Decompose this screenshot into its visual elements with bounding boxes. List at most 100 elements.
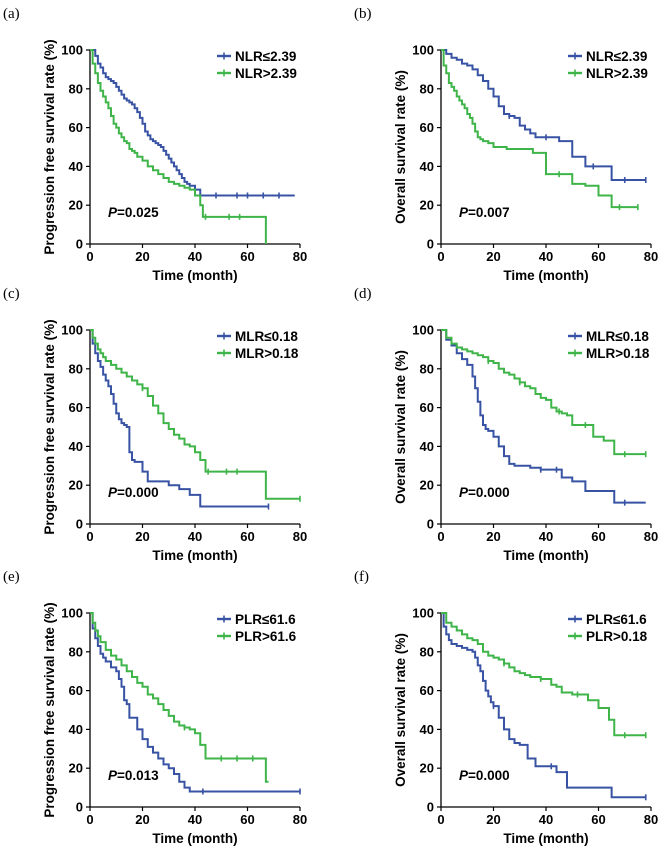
panel-c-x-tick-label: 80: [293, 529, 307, 544]
panel-c-x-tick-label: 20: [135, 529, 149, 544]
panel-b-legend-label-2: NLR>2.39: [586, 66, 648, 81]
panel-e-y-tick-label: 40: [69, 722, 83, 737]
panel-b-label: (b): [354, 6, 372, 22]
panel-e-p-value: P=0.013: [108, 768, 159, 783]
panel-f-legend-label-2: PLR>0.18: [586, 629, 648, 644]
panel-c: (c) 0 20 40 60 80 100 0 20 40 60 80 Time (month) Prog…: [3, 286, 307, 563]
panel-c-label: (c): [3, 286, 20, 302]
panel-d-y-tick-label: 60: [420, 400, 434, 415]
panel-f-y-tick-label: 0: [427, 800, 434, 815]
panel-e-series-1-curve: [90, 612, 300, 793]
panel-b-y-axis-title: Overall survival rate (%): [393, 70, 408, 224]
panel-a-series-1-curve: [90, 49, 295, 197]
panel-c-legend-label-2: MLR>0.18: [235, 346, 299, 361]
panel-c-legend-label-1: MLR≤0.18: [235, 329, 298, 344]
panel-d: (d) 0 20 40 60 80 100 0 20 40 60 80 Time (month) Over…: [354, 286, 658, 563]
panel-e-x-tick-label: 60: [240, 812, 254, 827]
panel-b-y-tick-label: 40: [420, 159, 434, 174]
panel-c-series-2-curve: [90, 329, 300, 500]
panel-e-x-tick-label: 80: [293, 812, 307, 827]
panel-e-label: (e): [3, 569, 20, 585]
panel-e-series-2-curve: [90, 612, 269, 783]
panel-f-y-tick-label: 60: [420, 683, 434, 698]
panel-e-legend-label-1: PLR≤61.6: [235, 612, 296, 627]
panel-c-y-tick-label: 40: [69, 439, 83, 454]
panel-f-legend-label-1: PLR≤61.6: [586, 612, 647, 627]
panel-a-y-axis-title: Progression free survival rate (%): [42, 39, 57, 254]
panel-e-y-axis-title: Progression free survival rate (%): [42, 602, 57, 817]
panel-a-x-tick-label: 20: [135, 249, 149, 264]
panel-d-y-tick-label: 80: [420, 361, 434, 376]
panel-d-legend-label-1: MLR≤0.18: [586, 329, 649, 344]
panel-e-y-tick-label: 60: [69, 683, 83, 698]
panel-f-y-tick-label: 100: [412, 606, 434, 621]
panel-b-y-tick-label: 0: [427, 237, 434, 252]
panel-c-x-axis-title: Time (month): [152, 548, 237, 563]
panel-f-series-1-curve: [441, 612, 646, 799]
panel-b-x-tick-label: 20: [486, 249, 500, 264]
panel-d-y-tick-label: 0: [427, 517, 434, 532]
panel-d-legend-label-2: MLR>0.18: [586, 346, 650, 361]
panel-d-p-value: P=0.000: [459, 485, 510, 500]
panel-b-y-tick-label: 100: [412, 43, 434, 58]
panel-b-y-tick-label: 60: [420, 120, 434, 135]
panel-a-y-tick-label: 100: [61, 43, 83, 58]
panel-b-y-tick-label: 20: [420, 198, 434, 213]
panel-e: (e) 0 20 40 60 80 100 0 20 40 60 80 Time (month) Prog…: [3, 569, 307, 846]
panel-c-x-tick-label: 40: [188, 529, 202, 544]
panel-d-y-axis-title: Overall survival rate (%): [393, 350, 408, 504]
panel-c-y-tick-label: 100: [61, 323, 83, 338]
panel-e-x-tick-label: 40: [188, 812, 202, 827]
panel-f-y-tick-label: 80: [420, 644, 434, 659]
panel-f: (f) 0 20 40 60 80 100 0 20 40 60 80 Time (month) Over…: [354, 569, 658, 846]
panel-d-y-tick-label: 40: [420, 439, 434, 454]
panel-d-x-tick-label: 60: [591, 529, 605, 544]
panel-a-legend-label-2: NLR>2.39: [235, 66, 297, 81]
panel-d-y-tick-label: 20: [420, 478, 434, 493]
panel-e-y-tick-label: 80: [69, 644, 83, 659]
panel-f-x-tick-label: 40: [539, 812, 553, 827]
panel-d-y-tick-label: 100: [412, 323, 434, 338]
panel-b-p-value: P=0.007: [459, 205, 510, 220]
panel-d-x-tick-label: 0: [437, 529, 444, 544]
panel-e-x-tick-label: 0: [86, 812, 93, 827]
panel-f-series-2-curve: [441, 612, 646, 737]
panel-a-legend-label-1: NLR≤2.39: [235, 49, 296, 64]
panel-c-x-tick-label: 60: [240, 529, 254, 544]
panel-e-legend-label-2: PLR>61.6: [235, 629, 297, 644]
panel-e-y-tick-label: 100: [61, 606, 83, 621]
panel-f-x-tick-label: 0: [437, 812, 444, 827]
panel-a-x-tick-label: 60: [240, 249, 254, 264]
panel-c-y-axis-title: Progression free survival rate (%): [42, 319, 57, 534]
panel-e-x-tick-label: 20: [135, 812, 149, 827]
panel-d-x-tick-label: 80: [644, 529, 658, 544]
panel-e-y-tick-label: 0: [76, 800, 83, 815]
panel-f-x-tick-label: 60: [591, 812, 605, 827]
panel-a-y-tick-label: 20: [69, 198, 83, 213]
panel-a-series-2-curve: [90, 49, 267, 244]
panel-a-y-tick-label: 40: [69, 159, 83, 174]
panel-b-x-tick-label: 0: [437, 249, 444, 264]
panel-b-legend-label-1: NLR≤2.39: [586, 49, 647, 64]
panel-a-x-tick-label: 80: [293, 249, 307, 264]
panel-d-x-axis-title: Time (month): [503, 548, 588, 563]
panel-d-label: (d): [354, 286, 372, 302]
panel-a-y-tick-label: 0: [76, 237, 83, 252]
panel-f-p-value: P=0.000: [459, 768, 510, 783]
panel-b: (b) 0 20 40 60 80 100 0 20 40 60 80 Time (month) Over…: [354, 6, 658, 283]
panel-d-x-tick-label: 40: [539, 529, 553, 544]
panel-c-p-value: P=0.000: [108, 485, 159, 500]
panel-f-y-tick-label: 40: [420, 722, 434, 737]
panel-a-y-tick-label: 80: [69, 81, 83, 96]
panel-f-label: (f): [354, 569, 369, 585]
panel-b-x-axis-title: Time (month): [503, 268, 588, 283]
panel-b-x-tick-label: 60: [591, 249, 605, 264]
panel-b-series-1-curve: [441, 49, 646, 181]
panel-b-x-tick-label: 40: [539, 249, 553, 264]
panel-d-series-2-curve: [441, 329, 646, 456]
panel-d-x-tick-label: 20: [486, 529, 500, 544]
panel-f-x-tick-label: 80: [644, 812, 658, 827]
panel-a-x-tick-label: 0: [86, 249, 93, 264]
panel-b-y-tick-label: 80: [420, 81, 434, 96]
